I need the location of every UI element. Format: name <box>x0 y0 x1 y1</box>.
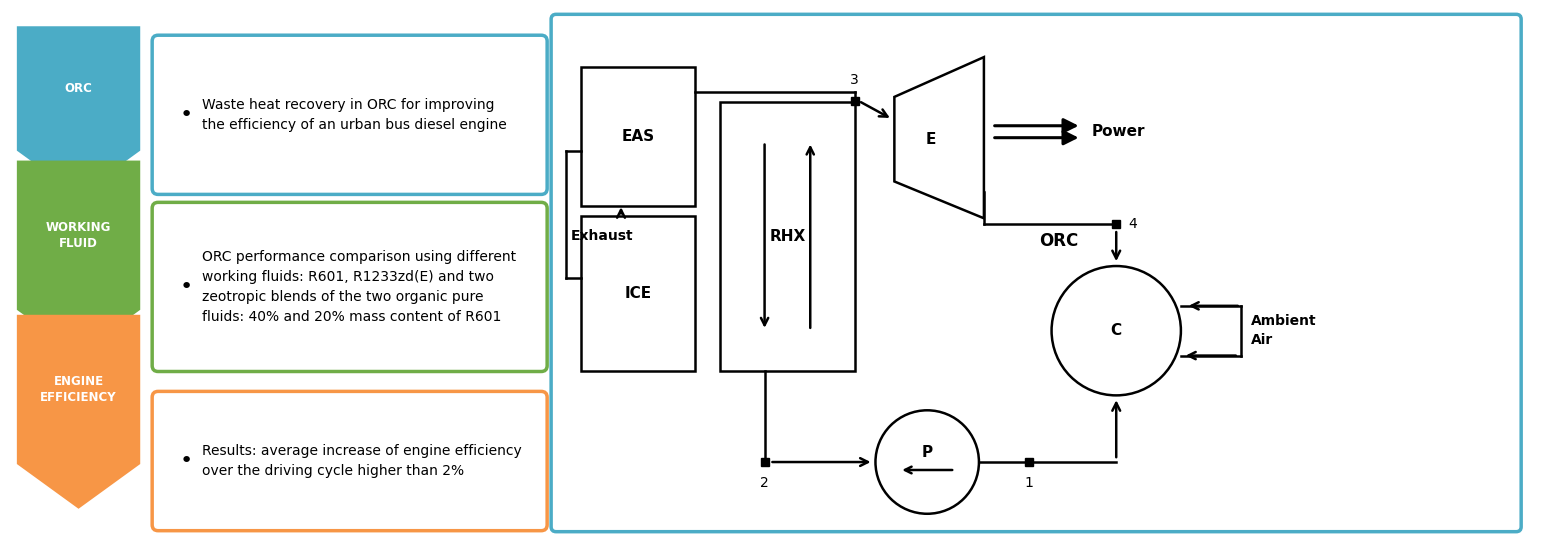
Polygon shape <box>17 161 140 354</box>
Bar <box>1025 458 1033 466</box>
Text: ORC: ORC <box>65 82 93 95</box>
Text: RHX: RHX <box>769 229 805 244</box>
Bar <box>720 102 854 371</box>
Polygon shape <box>17 26 140 195</box>
Text: 1: 1 <box>1024 476 1033 490</box>
Polygon shape <box>894 57 984 218</box>
Text: Power: Power <box>1092 124 1144 139</box>
Text: EAS: EAS <box>621 129 655 144</box>
Bar <box>851 97 859 105</box>
Text: ORC performance comparison using different
working fluids: R601, R1233zd(E) and : ORC performance comparison using differe… <box>202 250 517 324</box>
Text: •: • <box>180 277 193 297</box>
Text: Ambient
Air: Ambient Air <box>1251 314 1317 347</box>
Text: E: E <box>927 132 936 147</box>
Text: WORKING
FLUID: WORKING FLUID <box>46 221 111 250</box>
Text: Results: average increase of engine efficiency
over the driving cycle higher tha: Results: average increase of engine effi… <box>202 444 521 478</box>
Bar <box>1112 220 1119 228</box>
Text: 2: 2 <box>760 476 769 490</box>
Polygon shape <box>17 315 140 509</box>
FancyBboxPatch shape <box>153 203 547 371</box>
Text: •: • <box>180 451 193 471</box>
Text: 3: 3 <box>850 73 859 87</box>
Text: Waste heat recovery in ORC for improving
the efficiency of an urban bus diesel e: Waste heat recovery in ORC for improving… <box>202 98 507 132</box>
Circle shape <box>876 410 979 514</box>
Text: Exhaust: Exhaust <box>571 229 634 243</box>
Bar <box>581 67 695 206</box>
FancyBboxPatch shape <box>153 35 547 194</box>
Text: P: P <box>922 444 933 460</box>
Bar <box>581 216 695 371</box>
Text: ICE: ICE <box>625 286 652 301</box>
Text: •: • <box>180 105 193 125</box>
FancyBboxPatch shape <box>153 391 547 531</box>
Text: C: C <box>1110 323 1121 338</box>
Text: ENGINE
EFFICIENCY: ENGINE EFFICIENCY <box>40 375 117 404</box>
Text: ORC: ORC <box>1039 232 1078 250</box>
Text: 4: 4 <box>1129 217 1136 232</box>
FancyBboxPatch shape <box>550 14 1520 532</box>
Bar <box>760 458 768 466</box>
Circle shape <box>1052 266 1181 395</box>
